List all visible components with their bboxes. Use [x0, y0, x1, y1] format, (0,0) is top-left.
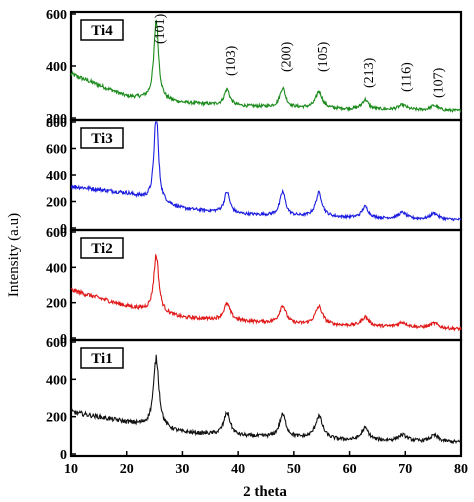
y-tick-label: 400: [46, 169, 67, 184]
peak-label: (103): [224, 45, 239, 76]
series-line-ti1: [70, 354, 462, 445]
series-line-ti4: [70, 19, 461, 113]
panel-label-box: [80, 347, 124, 369]
panel-frame-ti1: [69, 338, 463, 458]
y-tick-label: 400: [46, 261, 67, 276]
peak-label: (116): [400, 62, 415, 92]
x-tick-label: 20: [120, 462, 134, 477]
peak-label: (213): [362, 57, 377, 88]
y-tick-label: 800: [46, 116, 67, 131]
peak-label: (105): [316, 41, 331, 72]
y-tick-label: 0: [60, 222, 67, 237]
x-tick-label: 80: [454, 462, 468, 477]
panel-label-box: [80, 127, 124, 149]
x-tick-label: 40: [231, 462, 245, 477]
y-tick-label: 600: [46, 336, 67, 351]
peak-label: (101): [153, 13, 168, 44]
series-line-ti3: [71, 121, 462, 222]
x-axis-label: 2 theta: [243, 484, 287, 500]
y-tick-label: 0: [60, 332, 67, 347]
y-tick-label: 0: [60, 448, 67, 463]
y-tick-label: 400: [46, 60, 67, 75]
panel-label-box: [80, 19, 124, 41]
x-tick-label: 30: [175, 462, 189, 477]
panel-label: Ti2: [91, 241, 112, 257]
y-tick-label: 600: [46, 8, 67, 23]
x-tick-label: 10: [64, 462, 78, 477]
y-tick-label: 600: [46, 143, 67, 158]
x-tick-label: 50: [287, 462, 301, 477]
y-tick-label: 200: [46, 112, 67, 127]
peak-label: (200): [280, 41, 295, 72]
y-tick-label: 200: [46, 297, 67, 312]
y-axis-label: Intensity (a.u): [6, 213, 22, 297]
x-tick-label: 60: [343, 462, 357, 477]
peak-label: (107): [431, 67, 446, 98]
panel-label-box: [80, 237, 124, 259]
panel-label: Ti4: [91, 23, 113, 39]
y-tick-label: 400: [46, 373, 67, 388]
series-line-ti2: [70, 253, 462, 332]
y-tick-label: 600: [46, 226, 67, 241]
x-tick-label: 70: [398, 462, 412, 477]
y-tick-label: 200: [46, 411, 67, 426]
y-tick-label: 200: [46, 196, 67, 211]
panel-label: Ti3: [91, 131, 112, 147]
panel-label: Ti1: [91, 351, 112, 367]
